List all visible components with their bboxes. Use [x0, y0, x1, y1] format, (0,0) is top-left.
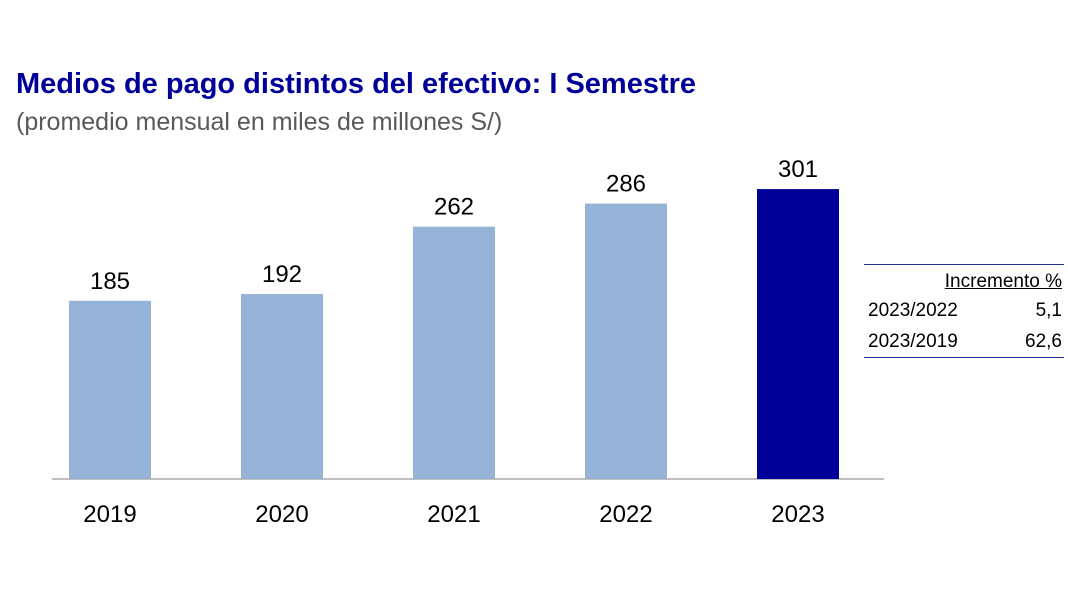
bar-2019	[69, 300, 151, 479]
data-label-2020: 192	[262, 261, 302, 288]
increment-row-label: 2023/2022	[868, 299, 958, 321]
increment-row-label: 2023/2019	[868, 330, 958, 352]
increment-table: Incremento % 2023/2022 5,1 2023/2019 62,…	[864, 264, 1064, 358]
bar-2023	[757, 189, 839, 480]
chart-title: Medios de pago distintos del efectivo: I…	[16, 68, 697, 100]
x-tick-label-2023: 2023	[771, 501, 824, 528]
bar-2022	[585, 203, 667, 480]
chart-subtitle: (promedio mensual en miles de millones S…	[16, 108, 503, 136]
bar-2021	[413, 226, 495, 479]
increment-row: 2023/2022 5,1	[864, 295, 1064, 326]
x-tick-label-2019: 2019	[83, 501, 136, 528]
data-label-2021: 262	[434, 194, 474, 221]
increment-row-value: 62,6	[1025, 330, 1062, 352]
x-tick-label-2021: 2021	[427, 501, 480, 528]
data-label-2022: 286	[606, 171, 646, 198]
bar-2020	[241, 294, 323, 479]
data-label-2019: 185	[90, 268, 130, 295]
increment-row: 2023/2019 62,6	[864, 326, 1064, 357]
increment-table-header: Incremento %	[944, 271, 1062, 292]
increment-row-value: 5,1	[1035, 299, 1062, 321]
x-tick-label-2020: 2020	[255, 501, 308, 528]
data-label-2023: 301	[778, 156, 818, 183]
x-tick-label-2022: 2022	[599, 501, 652, 528]
